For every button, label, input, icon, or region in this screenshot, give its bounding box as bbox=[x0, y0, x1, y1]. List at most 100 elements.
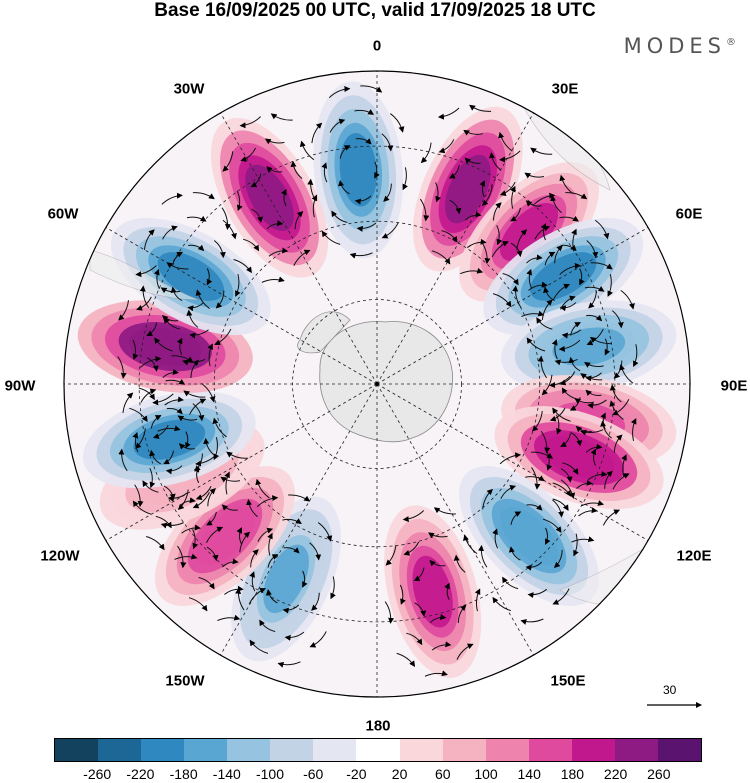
wind-arrow bbox=[122, 392, 134, 413]
wind-arrow bbox=[356, 222, 377, 232]
wind-arrow bbox=[552, 499, 565, 518]
wind-arrow bbox=[594, 219, 610, 240]
wind-arrow bbox=[588, 290, 597, 309]
wind-arrow bbox=[331, 210, 348, 223]
colorbar-segment bbox=[313, 739, 357, 761]
wind-arrow bbox=[153, 268, 160, 290]
colorbar-segment bbox=[657, 739, 701, 761]
anomaly-contour bbox=[552, 327, 626, 366]
antarctica bbox=[319, 321, 454, 443]
wind-arrow bbox=[419, 198, 430, 222]
wind-arrow bbox=[213, 437, 220, 461]
wind-arrow bbox=[526, 337, 546, 352]
wind-arrow bbox=[183, 390, 206, 398]
wind-arrow bbox=[385, 545, 397, 566]
wind-arrow bbox=[604, 338, 611, 356]
wind-arrow bbox=[612, 399, 630, 416]
colorbar-tick-label: 60 bbox=[435, 766, 451, 782]
wind-arrow bbox=[435, 182, 441, 203]
wind-arrow bbox=[265, 589, 278, 604]
wind-arrow bbox=[277, 661, 301, 668]
wind-arrow bbox=[117, 356, 127, 379]
wind-arrow bbox=[541, 374, 553, 396]
wind-arrow bbox=[565, 192, 588, 200]
anomaly-cell bbox=[210, 117, 329, 278]
wind-arrow bbox=[214, 328, 232, 346]
wind-arrow bbox=[590, 448, 596, 466]
wind-arrow bbox=[290, 160, 303, 179]
colorbar-tick-label: 220 bbox=[603, 766, 628, 782]
wind-arrow bbox=[428, 532, 448, 539]
wind-arrow bbox=[250, 173, 262, 188]
lon-label-90e: 90E bbox=[720, 377, 748, 395]
chart-title: Base 16/09/2025 00 UTC, valid 17/09/2025… bbox=[154, 0, 596, 21]
wind-arrow bbox=[491, 241, 509, 258]
wind-arrow bbox=[474, 588, 481, 612]
wind-arrow bbox=[555, 414, 562, 435]
wind-arrow bbox=[510, 207, 521, 222]
wind-arrow bbox=[248, 587, 266, 605]
wind-arrow bbox=[213, 240, 226, 259]
wind-arrow bbox=[266, 166, 283, 173]
latitude-circle bbox=[138, 145, 616, 623]
wind-arrow bbox=[540, 430, 551, 454]
wind-arrow bbox=[250, 549, 259, 568]
wind-arrow bbox=[554, 359, 578, 366]
wind-arrow bbox=[448, 164, 460, 179]
wind-arrow bbox=[149, 449, 161, 465]
wind-arrow bbox=[587, 399, 607, 409]
wind-arrow bbox=[205, 526, 224, 544]
anomaly-contour bbox=[412, 555, 453, 628]
colorbar-segment bbox=[227, 739, 271, 761]
colorbar-segment bbox=[614, 739, 658, 761]
wind-arrow bbox=[578, 507, 598, 517]
wind-arrow bbox=[609, 384, 622, 403]
wind-arrow bbox=[604, 470, 613, 489]
wind-arrow bbox=[524, 172, 545, 179]
wind-arrow bbox=[543, 286, 555, 302]
wind-arrow bbox=[552, 588, 570, 605]
wind-arrow bbox=[396, 652, 416, 668]
lon-label-60e: 60E bbox=[675, 205, 703, 223]
wind-arrow bbox=[571, 536, 595, 543]
wind-arrow bbox=[266, 220, 284, 230]
wind-arrow bbox=[256, 495, 279, 508]
lon-label-120w: 120W bbox=[40, 547, 80, 565]
wind-arrow bbox=[607, 273, 613, 297]
colorbar-tick-label: -220 bbox=[126, 766, 155, 782]
wind-arrow bbox=[531, 451, 554, 459]
wind-arrow bbox=[429, 614, 447, 624]
wind-arrow bbox=[140, 388, 157, 403]
wind-arrow bbox=[215, 290, 225, 309]
wind-arrow bbox=[528, 281, 548, 291]
anomaly-contour bbox=[499, 202, 559, 262]
wind-arrow bbox=[399, 584, 406, 605]
wind-arrow bbox=[221, 207, 231, 231]
wind-vectors bbox=[117, 85, 639, 677]
wind-arrow bbox=[140, 355, 162, 368]
colorbar-tick-label: -180 bbox=[169, 766, 198, 782]
wind-arrow bbox=[406, 632, 423, 646]
reference-vector-label: 30 bbox=[663, 683, 677, 697]
wind-arrow bbox=[192, 529, 199, 550]
wind-arrow bbox=[224, 471, 230, 495]
wind-arrow bbox=[328, 86, 351, 99]
wind-arrow bbox=[438, 139, 455, 154]
wind-arrow bbox=[481, 241, 491, 265]
anomaly-cell bbox=[110, 217, 271, 336]
wind-arrow bbox=[235, 273, 241, 297]
wind-arrow bbox=[493, 202, 502, 221]
wind-arrow bbox=[239, 531, 251, 553]
wind-arrow bbox=[177, 415, 198, 422]
wind-arrow bbox=[239, 116, 261, 129]
wind-arrow bbox=[309, 542, 322, 561]
wind-arrow bbox=[520, 618, 544, 625]
wind-arrow bbox=[201, 382, 216, 403]
wind-arrow bbox=[465, 211, 482, 221]
wind-arrow bbox=[236, 527, 242, 545]
wind-arrow bbox=[220, 476, 241, 483]
lon-label-180: 180 bbox=[365, 717, 391, 735]
wind-arrow bbox=[299, 140, 315, 161]
wind-arrow bbox=[579, 268, 585, 286]
wind-arrow bbox=[177, 489, 189, 511]
